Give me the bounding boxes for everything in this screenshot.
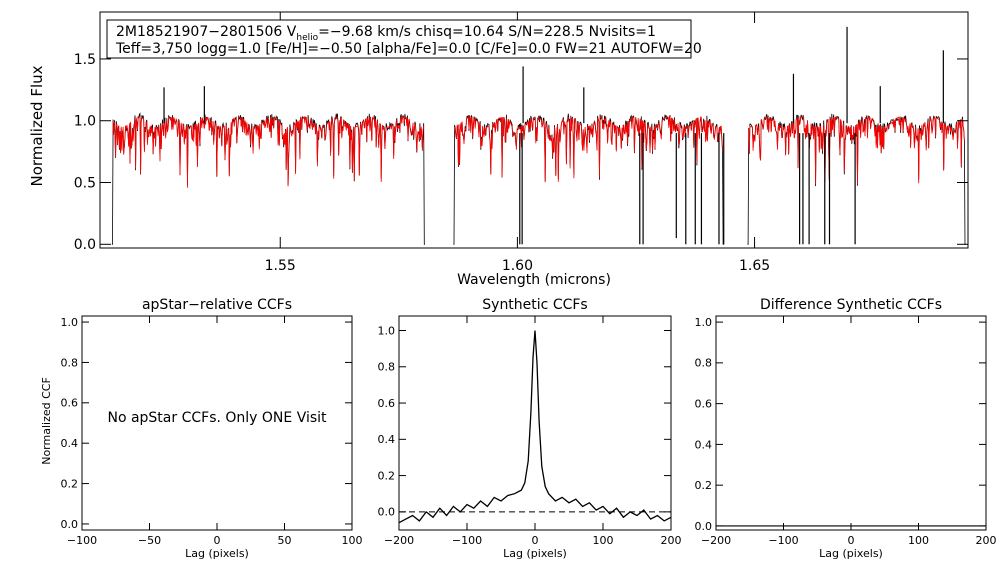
spectrum-y-tick-label: 1.0 (74, 114, 96, 130)
difference-y-tick-label: 0.4 (695, 438, 713, 451)
difference-y-tick-label: 0.2 (695, 479, 713, 492)
model-spectrum-chip-3 (748, 116, 965, 185)
synthetic-ccf-panel: Synthetic CCFs −200 −100 0 100 200 0.0 0.2 0.4 0… (378, 297, 682, 560)
apstar-x-tick-label: −100 (67, 534, 97, 547)
apstar-no-ccf-message: No apStar CCFs. Only ONE Visit (107, 410, 327, 426)
synthetic-x-tick-label: −100 (452, 534, 482, 547)
synthetic-y-tick-label: 0.4 (378, 433, 396, 446)
spectrum-y-tick-label: 1.5 (74, 52, 96, 68)
spectrum-panel: 1.55 1.60 1.65 0.0 0.5 1.0 1.5 Normalized Flux… (28, 11, 969, 288)
synthetic-y-tick-label: 0.6 (378, 397, 396, 410)
model-spectrum-chip-1 (112, 116, 425, 188)
spectrum-x-tick-label: 1.65 (739, 258, 770, 274)
difference-y-tick-label: 1.0 (695, 316, 713, 329)
synthetic-ccf-title: Synthetic CCFs (482, 297, 587, 313)
apstar-x-tick-label: 50 (278, 534, 292, 547)
apstar-ccf-title: apStar−relative CCFs (142, 297, 292, 313)
synthetic-y-tick-label: 0.8 (378, 361, 396, 374)
apstar-x-tick-label: 0 (214, 534, 221, 547)
difference-frame (715, 315, 987, 531)
difference-y-tick-label: 0.0 (695, 520, 713, 533)
annotation-helio-subscript: helio (296, 33, 318, 43)
apstar-y-axis-label: Normalized CCF (40, 377, 53, 465)
annotation-box (106, 19, 692, 59)
annotation-line-2: Teff=3,750 logg=1.0 [Fe/H]=−0.50 [alpha/… (115, 41, 702, 57)
spectrum-x-tick-label: 1.55 (265, 258, 296, 274)
difference-y-tick-label: 0.6 (695, 397, 713, 410)
difference-x-axis-label: Lag (pixels) (819, 547, 883, 560)
spectrum-x-axis-label: Wavelength (microns) (457, 272, 611, 288)
spectrum-ticks: 1.55 1.60 1.65 0.0 0.5 1.0 1.5 (74, 12, 968, 274)
synthetic-x-tick-label: 0 (532, 534, 539, 547)
difference-x-tick-label: 100 (908, 534, 929, 547)
annotation-star-id: 2M18521907−2801506 V (116, 24, 297, 40)
apstar-ticks: −100 −50 0 50 100 0.0 0.2 0.4 0.6 0.8 1.0 (61, 316, 363, 547)
spectrum-y-axis-label: Normalized Flux (28, 65, 46, 186)
difference-x-tick-label: −100 (768, 534, 798, 547)
apstar-x-tick-label: −50 (138, 534, 161, 547)
spectrum-plot-area (111, 26, 966, 245)
synthetic-ticks: −200 −100 0 100 200 0.0 0.2 0.4 0.6 0.8 1.0 (378, 316, 682, 547)
apstar-y-tick-label: 1.0 (61, 316, 79, 329)
difference-ccf-title: Difference Synthetic CCFs (760, 297, 942, 313)
spectrum-y-tick-label: 0.5 (74, 175, 96, 191)
apstar-x-tick-label: 100 (342, 534, 363, 547)
difference-x-tick-label: 0 (848, 534, 855, 547)
apstar-y-tick-label: 0.0 (61, 518, 79, 531)
difference-x-tick-label: −200 (701, 534, 731, 547)
model-spectrum-chip-2 (454, 115, 723, 183)
spectrum-y-tick-label: 0.0 (74, 237, 96, 253)
difference-ccf-panel: Difference Synthetic CCFs −200 −100 0 100 20… (695, 297, 997, 560)
synthetic-y-tick-label: 0.2 (378, 469, 396, 482)
annotation-line-1: 2M18521907−2801506 Vhelio=−9.68 km/s chi… (116, 24, 656, 43)
apstar-y-tick-label: 0.8 (61, 356, 79, 369)
synthetic-x-tick-label: −200 (384, 534, 414, 547)
apstar-y-tick-label: 0.6 (61, 397, 79, 410)
synthetic-x-tick-label: 200 (661, 534, 682, 547)
synthetic-y-tick-label: 0.0 (378, 506, 396, 519)
synthetic-x-axis-label: Lag (pixels) (503, 547, 567, 560)
difference-y-tick-label: 0.8 (695, 357, 713, 370)
apstar-y-tick-label: 0.2 (61, 477, 79, 490)
difference-x-tick-label: 200 (976, 534, 997, 547)
synthetic-y-tick-label: 1.0 (378, 324, 396, 337)
synthetic-frame (398, 315, 672, 531)
synthetic-x-tick-label: 100 (593, 534, 614, 547)
difference-ticks: −200 −100 0 100 200 0.0 0.2 0.4 0.6 0.8 1.0 (695, 316, 997, 547)
spectrum-x-tick-label: 1.60 (502, 258, 533, 274)
apstar-y-tick-label: 0.4 (61, 437, 79, 450)
synthetic-plot-area (398, 330, 672, 524)
apstar-x-axis-label: Lag (pixels) (185, 547, 249, 560)
apstar-ccf-panel: apStar−relative CCFs −100 −50 0 50 100 0.0 0.2… (40, 297, 363, 560)
annotation-stats: =−9.68 km/s chisq=10.64 S/N=228.5 Nvisit… (318, 24, 656, 40)
spectrum-frame (99, 11, 969, 249)
synthetic-ccf-line (398, 330, 672, 524)
